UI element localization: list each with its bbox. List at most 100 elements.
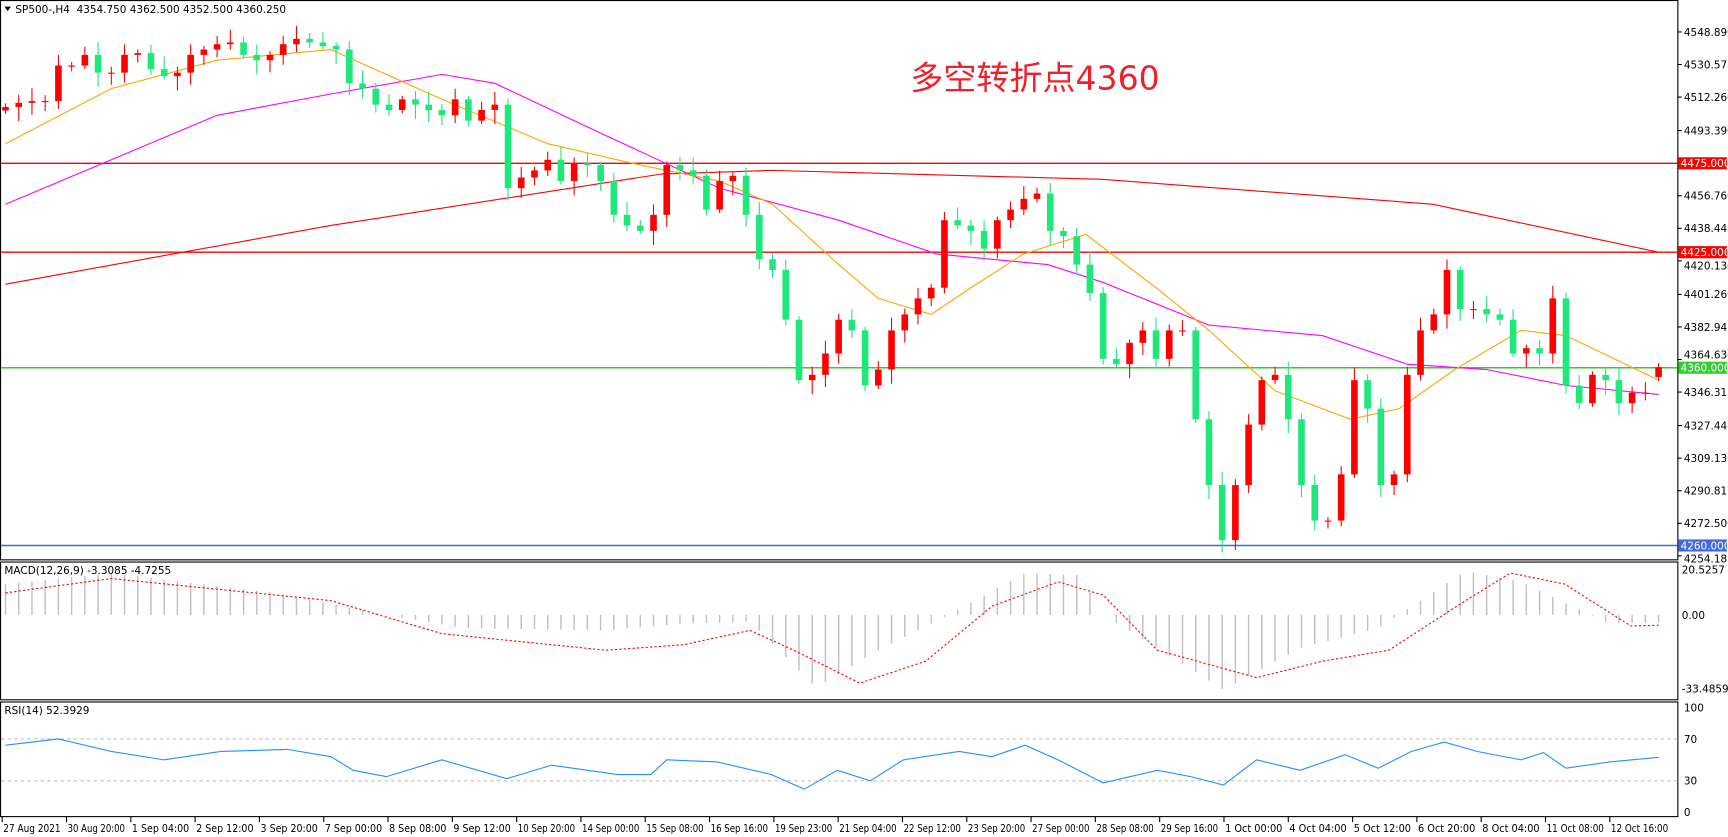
macd-tick-label: 0.00 — [1682, 610, 1705, 622]
candle-body — [451, 99, 459, 116]
candle-body — [1496, 314, 1504, 320]
candle-body — [1523, 348, 1530, 354]
candle-body — [531, 170, 538, 178]
candle-body — [808, 374, 816, 381]
candle-body — [240, 42, 247, 55]
level-price-tag — [1678, 246, 1727, 259]
time-tick-label: 21 Sep 04:00 — [839, 823, 896, 835]
candle-body — [848, 319, 856, 331]
candle-body — [1046, 193, 1054, 231]
candle-body — [332, 45, 340, 50]
candle-body — [1179, 330, 1186, 332]
candle-body — [1218, 485, 1226, 541]
price-tick-label: 4364.630 — [1684, 349, 1728, 361]
level-price-tag — [1678, 361, 1727, 374]
candle-body — [1602, 374, 1609, 381]
candle-body — [703, 175, 710, 210]
level-price-label: 4360.000 — [1681, 363, 1728, 375]
level-price-label: 4260.000 — [1681, 540, 1728, 552]
candle-body — [716, 181, 723, 210]
candle-body — [359, 83, 366, 89]
candle-body — [491, 104, 499, 110]
candle-body — [134, 53, 142, 55]
candle-body — [213, 44, 221, 50]
rsi-line — [5, 738, 1659, 790]
candle-body — [1086, 264, 1094, 294]
candle-body — [795, 319, 803, 381]
candle-body — [1258, 380, 1266, 425]
candle-body — [822, 353, 829, 375]
time-tick-label: 12 Oct 16:00 — [1611, 823, 1668, 835]
candle-body — [1020, 198, 1028, 210]
time-tick-label: 5 Oct 12:00 — [1354, 823, 1411, 835]
macd-signal-line — [5, 572, 1659, 684]
candle-body — [1536, 348, 1543, 354]
candle-body — [1033, 193, 1041, 199]
candle-body — [1284, 374, 1292, 420]
time-tick-label: 10 Sep 20:00 — [518, 823, 575, 835]
candle-body — [1430, 314, 1438, 331]
annotation-text: 多空转折点4360 — [910, 58, 1159, 97]
candle-body — [544, 159, 552, 171]
rsi-tick-label: 70 — [1684, 734, 1697, 746]
candle-body — [650, 214, 657, 231]
candle-body — [1562, 298, 1570, 386]
candle-body — [1390, 474, 1398, 486]
candle-body — [1483, 309, 1490, 315]
candle-body — [504, 104, 512, 189]
time-tick-label: 15 Sep 08:00 — [646, 823, 703, 835]
price-tick-label: 4530.575 — [1684, 59, 1728, 71]
triangle-down-icon[interactable] — [4, 6, 12, 12]
rsi-panel[interactable] — [0, 701, 1679, 818]
candle-body — [1509, 319, 1517, 354]
ma-slow-line — [5, 169, 1659, 285]
candle-body — [412, 99, 419, 105]
time-tick-label: 11 Oct 08:00 — [1547, 823, 1604, 835]
candle-body — [676, 165, 684, 171]
candle-body — [1456, 269, 1464, 310]
candle-body — [1298, 419, 1305, 486]
candle-body — [293, 38, 300, 45]
candle-body — [253, 54, 261, 61]
candle-body — [41, 101, 49, 103]
time-tick-label: 28 Sep 08:00 — [1096, 823, 1153, 835]
time-tick-label: 16 Sep 16:00 — [711, 823, 768, 835]
rsi-tick-label: 100 — [1684, 702, 1704, 714]
candle-body — [279, 44, 287, 55]
candle-body — [875, 369, 882, 386]
price-tick-label: 4548.890 — [1684, 27, 1728, 39]
candle-body — [94, 54, 102, 73]
candle-body — [1232, 485, 1239, 541]
candle-body — [385, 104, 393, 110]
level-price-tag — [1678, 539, 1727, 552]
candle-body — [1655, 367, 1662, 378]
time-tick-label: 19 Sep 23:00 — [775, 823, 832, 835]
candle-body — [967, 225, 975, 231]
candle-body — [994, 220, 1001, 249]
candle-body — [1060, 230, 1067, 237]
main-chart-panel[interactable] — [0, 0, 1679, 561]
candle-body — [980, 230, 988, 249]
candle-body — [108, 72, 115, 74]
candle-body — [1152, 330, 1160, 359]
candle-body — [557, 159, 565, 182]
candle-body — [1575, 385, 1583, 404]
macd-label: MACD(12,26,9) -3.3085 -4.7255 — [4, 565, 171, 577]
price-tick-label: 4512.260 — [1684, 92, 1728, 104]
candle-body — [1311, 485, 1319, 521]
candle-body — [2, 106, 9, 111]
candle-body — [835, 319, 842, 354]
main-plot — [1, 26, 1678, 553]
candle-body — [425, 104, 432, 110]
symbol-header: SP500-,H4 4354.750 4362.500 4352.500 436… — [15, 4, 286, 16]
candle-body — [147, 53, 155, 70]
candle-body — [927, 287, 935, 299]
candle-body — [782, 269, 790, 320]
candle-body — [478, 109, 485, 121]
candle-body — [1099, 293, 1107, 359]
candle-body — [1205, 419, 1213, 486]
candle-body — [1417, 330, 1424, 375]
candle-body — [1470, 309, 1477, 311]
candle-body — [901, 314, 909, 331]
